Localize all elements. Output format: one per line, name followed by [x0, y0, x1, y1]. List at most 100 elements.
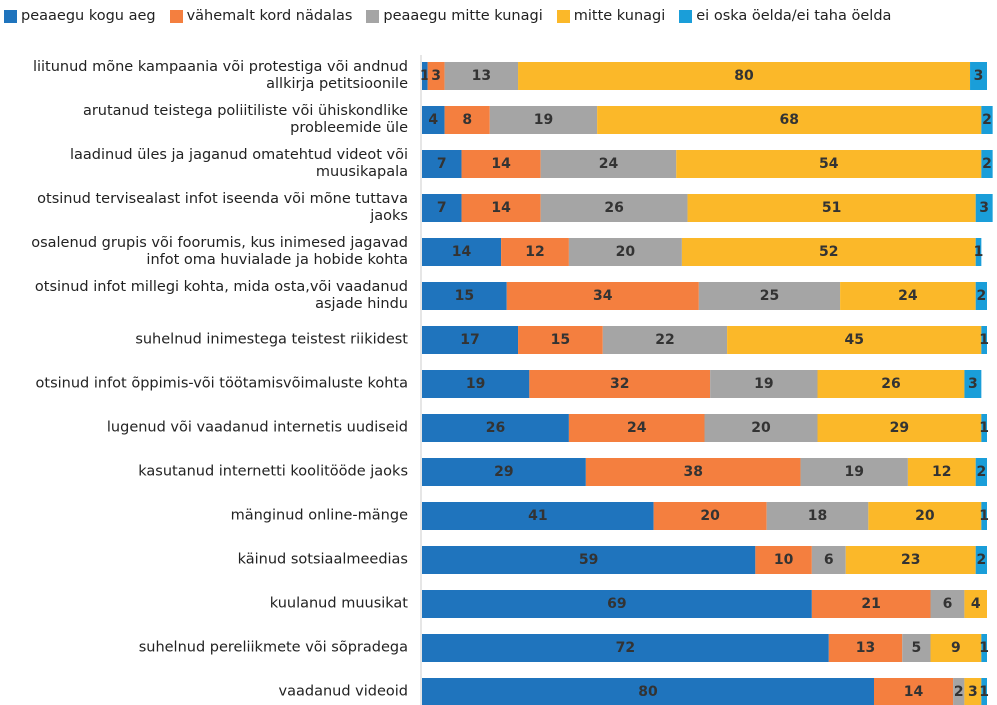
bar-segment: [811, 590, 931, 618]
bar-segment: [902, 634, 931, 662]
value-label: 21: [861, 596, 880, 612]
value-label: 15: [551, 332, 570, 348]
bar-segment: [766, 502, 869, 530]
bar-segment: [422, 194, 462, 222]
bar-segment: [981, 502, 987, 530]
bar-segment: [964, 590, 987, 618]
value-label: 19: [754, 376, 773, 392]
legend-swatch: [679, 9, 693, 23]
bar-segment: [427, 62, 445, 90]
value-label: 26: [604, 200, 623, 216]
value-label: 1: [979, 332, 989, 348]
bar-segment: [568, 238, 682, 266]
value-label: 5: [912, 640, 922, 656]
bar-segment: [444, 62, 519, 90]
bar-segment: [981, 150, 993, 178]
bar-segment: [422, 106, 445, 134]
bar-segment: [981, 106, 993, 134]
bar-segment: [840, 282, 976, 310]
value-label: 2: [976, 552, 986, 568]
bar-segment: [597, 106, 982, 134]
bar-segment: [489, 106, 598, 134]
legend-label: peaaegu mitte kunagi: [383, 8, 543, 24]
value-label: 6: [824, 552, 834, 568]
value-label: 19: [844, 464, 863, 480]
category-label: suhelnud pereliikmete või sõpradega: [138, 639, 408, 656]
bar-segment: [828, 634, 903, 662]
value-label: 26: [881, 376, 900, 392]
bar-segment: [710, 370, 818, 398]
bar-segment: [811, 546, 846, 574]
bar-segment: [461, 194, 541, 222]
bar-segment: [461, 150, 541, 178]
bar-segment: [422, 458, 586, 486]
bar-segment: [981, 634, 987, 662]
bar-segment: [817, 370, 965, 398]
value-label: 34: [593, 288, 613, 304]
value-label: 3: [968, 684, 978, 700]
category-label: arutanud teistega poliitiliste või ühisk…: [82, 103, 408, 136]
category-label: osalenud grupis või foorumis, kus inimes…: [31, 235, 408, 268]
bar-segment: [975, 546, 987, 574]
value-label: 26: [486, 420, 505, 436]
legend-swatch: [4, 9, 17, 23]
value-label: 72: [616, 640, 635, 656]
value-label: 14: [491, 200, 511, 216]
category-label: otsinud infot millegi kohta, mida osta,v…: [34, 279, 408, 312]
legend-item: peaaegu mitte kunagi: [366, 8, 543, 24]
value-label: 1: [974, 244, 984, 260]
value-label: 29: [890, 420, 909, 436]
value-label: 3: [979, 200, 989, 216]
category-label: otsinud infot õppimis-või töötamisvõimal…: [35, 375, 408, 392]
bar-segment: [970, 62, 987, 90]
value-label: 1: [979, 640, 989, 656]
value-label: 45: [844, 332, 863, 348]
bar-segment: [422, 326, 519, 354]
bar-segment: [422, 62, 428, 90]
bar-segment: [907, 458, 976, 486]
bar-segment: [800, 458, 908, 486]
legend-swatch: [169, 9, 183, 23]
bar-segment: [422, 546, 756, 574]
value-label: 15: [455, 288, 474, 304]
bar-segment: [585, 458, 801, 486]
value-label: 13: [472, 68, 491, 84]
value-label: 7: [437, 200, 447, 216]
value-label: 17: [460, 332, 479, 348]
category-label: käinud sotsiaalmeedias: [237, 551, 408, 568]
bar-segment: [540, 150, 677, 178]
value-label: 6: [943, 596, 953, 612]
bar-segment: [540, 194, 688, 222]
bar-segment: [653, 502, 767, 530]
value-label: 24: [627, 420, 647, 436]
category-label: liitunud mõne kampaania või protestiga v…: [32, 59, 408, 92]
value-label: 9: [951, 640, 961, 656]
value-label: 4: [428, 112, 438, 128]
legend-item: vähemalt kord nädalas: [169, 8, 352, 24]
value-label: 4: [971, 596, 981, 612]
value-label: 3: [974, 68, 984, 84]
value-label: 2: [976, 288, 986, 304]
bar-segment: [755, 546, 812, 574]
bar-segment: [506, 282, 699, 310]
value-label: 23: [901, 552, 920, 568]
value-label: 3: [431, 68, 441, 84]
bar-segment: [501, 238, 569, 266]
bar-segment: [687, 194, 976, 222]
value-label: 2: [982, 156, 992, 172]
legend-swatch: [556, 9, 570, 23]
legend-item: peaaegu kogu aeg: [4, 8, 156, 24]
bar-segment: [930, 634, 982, 662]
category-label: mänginud online-mänge: [230, 507, 408, 524]
bar-segment: [518, 326, 603, 354]
category-label: vaadanud videoid: [278, 683, 408, 700]
bar-segment: [981, 326, 987, 354]
value-label: 19: [466, 376, 485, 392]
bar-segment: [981, 414, 987, 442]
bar-segment: [817, 414, 982, 442]
value-label: 2: [982, 112, 992, 128]
legend-label: mitte kunagi: [573, 8, 666, 24]
bar-segment: [975, 194, 993, 222]
